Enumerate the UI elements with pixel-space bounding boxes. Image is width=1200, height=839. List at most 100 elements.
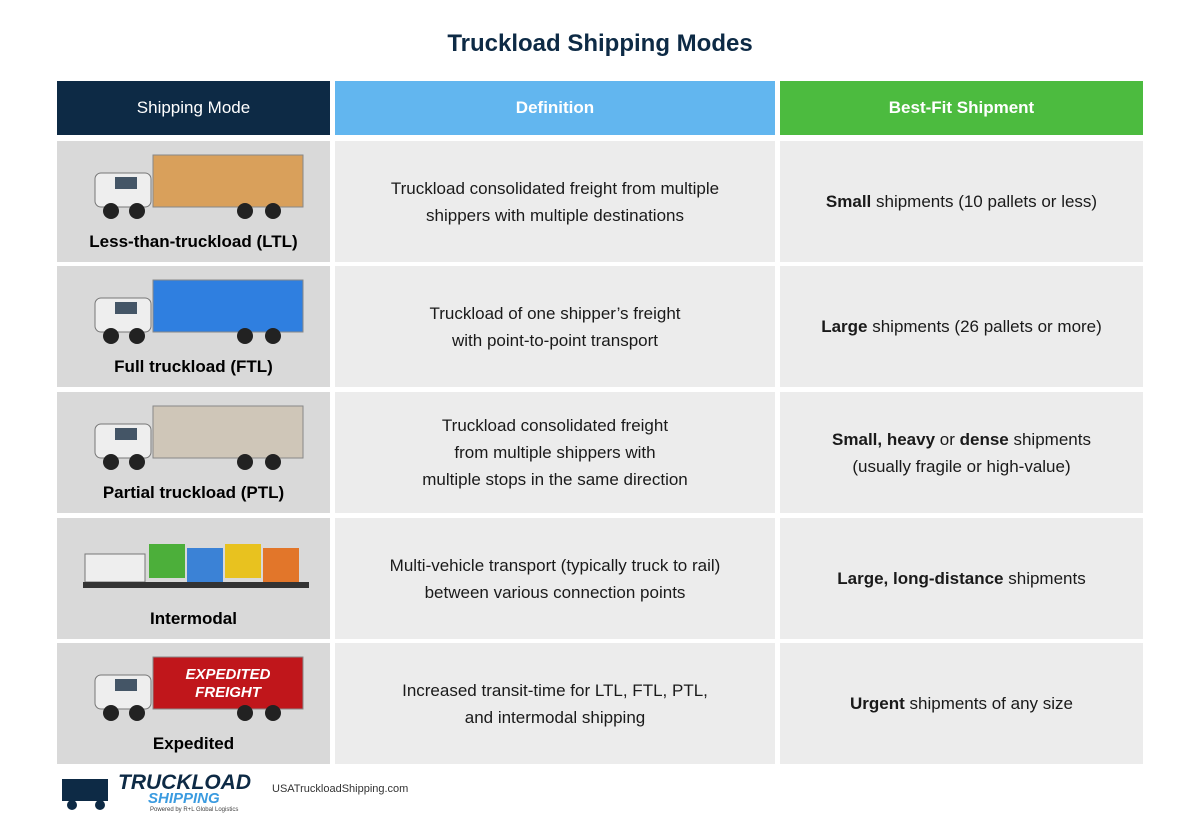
definition-line: Increased transit-time for LTL, FTL, PTL… [402, 680, 708, 700]
best-fit-line: Small shipments (10 pallets or less) [826, 188, 1097, 215]
best-fit-cell: Small shipments (10 pallets or less) [780, 141, 1143, 262]
definition-line: between various connection points [424, 582, 686, 602]
wheel [103, 705, 119, 721]
best-fit-line: Urgent shipments of any size [850, 690, 1073, 717]
definition-line: with point-to-point transport [452, 330, 658, 350]
best-fit-line: Small, heavy or dense shipments [832, 426, 1091, 453]
best-fit-line: Large shipments (26 pallets or more) [821, 313, 1102, 340]
best-fit-text: Small, heavy [832, 429, 936, 449]
definition-line: Truckload of one shipper’s freight [429, 303, 681, 323]
logo-wheel [67, 800, 77, 810]
truck-image [83, 544, 309, 588]
wheel [237, 454, 253, 470]
definition-line: and intermodal shipping [464, 707, 646, 727]
best-fit-text: Small [825, 192, 872, 211]
trailer [152, 154, 304, 208]
best-fit-text: shipments [1003, 569, 1086, 588]
mode-label: Intermodal [150, 609, 237, 628]
logo-text: SHIPPING [148, 790, 220, 807]
logo: TRUCKLOAD SHIPPING Powered by R+L Global… [62, 771, 251, 813]
wheel [103, 328, 119, 344]
wheel [129, 705, 145, 721]
wheel [103, 454, 119, 470]
tagline: Powered by R+L Global Logistics [150, 807, 238, 813]
wheel [237, 203, 253, 219]
trailer [152, 656, 304, 710]
best-fit-cell: Large, long-distance shipments [780, 518, 1143, 639]
definition-line: from multiple shippers with [454, 443, 656, 462]
mode-label: Full truckload (FTL) [114, 357, 273, 376]
mode-cell: EXPEDITED FREIGHT Expedited [57, 643, 330, 764]
wheel [103, 203, 119, 219]
definition-cell: Increased transit-time for LTL, FTL, PTL… [335, 643, 775, 764]
truck-image [94, 154, 304, 219]
wheel [265, 328, 281, 344]
definition-line: shippers with multiple destinations [426, 205, 684, 225]
col-header: Definition [335, 81, 775, 135]
best-fit-text: shipments [1008, 429, 1091, 449]
mode-label: Less-than-truckload (LTL) [89, 232, 298, 251]
title: Truckload Shipping Modes [447, 30, 753, 57]
definition-cell: Multi-vehicle transport (typically truck… [335, 518, 775, 639]
wheel [265, 705, 281, 721]
wheel [129, 203, 145, 219]
logo-wheel [95, 800, 105, 810]
definition-cell: Truckload of one shipper’s freight with p… [335, 266, 775, 387]
mode-cell: Intermodal [57, 518, 330, 639]
window [115, 177, 137, 189]
url: USATruckloadShipping.com [272, 783, 409, 795]
definition-cell: Truckload consolidated freight from multi… [335, 392, 775, 513]
best-fit-line: (usually fragile or high-value) [852, 453, 1070, 480]
definition-line: multiple stops in the same direction [422, 470, 688, 489]
best-fit-text: dense [959, 429, 1009, 449]
flatcar [83, 582, 309, 588]
best-fit-cell: Urgent shipments of any size [780, 643, 1143, 764]
mode-label: Expedited [152, 734, 235, 753]
wheel [237, 705, 253, 721]
best-fit-cell: Small, heavy or dense shipments (usually … [780, 392, 1143, 513]
container [187, 548, 223, 582]
best-fit-line: Large, long-distance shipments [837, 565, 1085, 592]
truck-image [94, 405, 304, 470]
logo-text: TRUCKLOAD [118, 771, 251, 794]
trailer [152, 405, 304, 459]
best-fit-text: shipments (26 pallets or more) [867, 317, 1102, 336]
container [149, 544, 185, 578]
window [115, 302, 137, 314]
logo-truck [62, 779, 108, 801]
mode-label: Partial truckload (PTL) [102, 483, 285, 502]
best-fit-text: Large [821, 317, 868, 336]
best-fit-text: shipments of any size [904, 694, 1073, 713]
definition-line: Multi-vehicle transport (typically truck… [389, 555, 721, 575]
wheel [129, 454, 145, 470]
wheel [129, 328, 145, 344]
wheel [237, 328, 253, 344]
best-fit-text: Urgent [850, 694, 905, 713]
best-fit-text: shipments (10 pallets or less) [871, 192, 1098, 211]
wheel [265, 454, 281, 470]
mode-cell: Full truckload (FTL) [57, 266, 330, 387]
best-fit-text: (usually fragile or high-value) [852, 456, 1071, 476]
mode-cell: Partial truckload (PTL) [57, 392, 330, 513]
best-fit-cell: Large shipments (26 pallets or more) [780, 266, 1143, 387]
window [115, 679, 137, 691]
truck-image [94, 279, 304, 344]
definition-cell: Truckload consolidated freight from mult… [335, 141, 775, 262]
mode-cell: Less-than-truckload (LTL) [57, 141, 330, 262]
container [225, 544, 261, 578]
container [263, 548, 299, 582]
graphic-text: FREIGHT [195, 684, 263, 701]
definition-line: Truckload consolidated freight from mult… [390, 178, 720, 198]
best-fit-text: or [935, 429, 960, 449]
trailer [152, 279, 304, 333]
col-header: Best-Fit Shipment [780, 81, 1143, 135]
col-header: Shipping Mode [57, 81, 330, 135]
window [115, 428, 137, 440]
locomotive [84, 553, 146, 583]
wheel [265, 203, 281, 219]
best-fit-text: Large, long-distance [837, 569, 1004, 588]
graphic-text: EXPEDITED [185, 666, 270, 683]
definition-line: Truckload consolidated freight [441, 416, 669, 435]
